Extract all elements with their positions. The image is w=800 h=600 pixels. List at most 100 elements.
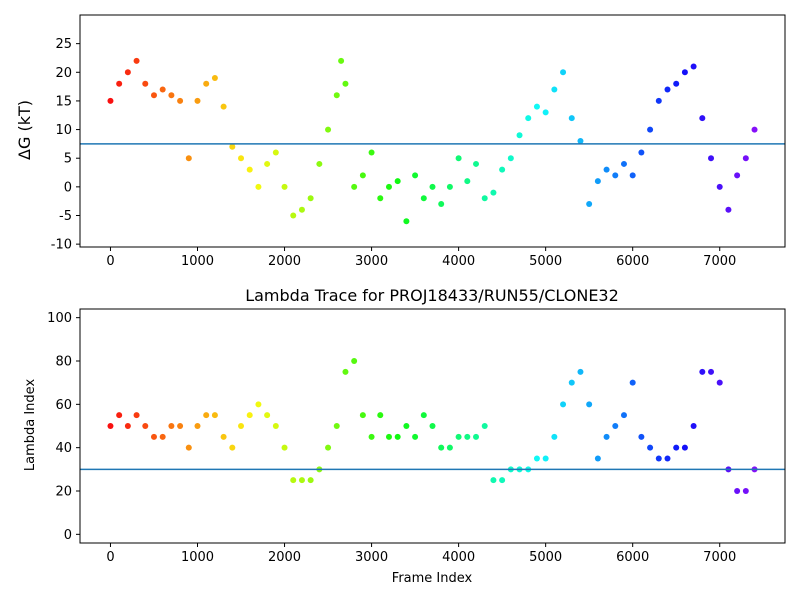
delta-g-point: [664, 86, 671, 93]
delta-g-point: [725, 206, 732, 213]
delta-g-point: [116, 80, 123, 87]
delta-g-point: [133, 57, 140, 64]
delta-g-point: [629, 172, 636, 179]
lambda-point: [481, 423, 488, 429]
delta-g-x-tick-label: 2000: [268, 254, 301, 269]
lambda-y-tick-label: 60: [55, 398, 72, 413]
lambda-point: [568, 379, 575, 386]
delta-g-point: [429, 183, 436, 190]
lambda-point: [107, 423, 114, 429]
delta-g-point: [542, 109, 549, 116]
delta-g-point: [568, 115, 575, 122]
delta-g-point: [699, 115, 706, 122]
delta-g-point: [177, 97, 184, 104]
lambda-point: [603, 433, 610, 440]
delta-g-point: [473, 160, 480, 167]
delta-g-point: [577, 138, 584, 145]
delta-g-point: [338, 57, 345, 64]
delta-g-point: [638, 149, 645, 156]
lambda-x-tick-label: 3000: [355, 550, 388, 565]
lambda-point: [464, 433, 471, 440]
delta-g-point: [185, 155, 192, 162]
lambda-point: [177, 423, 184, 429]
lambda-y-tick-label: 80: [55, 355, 72, 370]
delta-g-y-tick-label: -10: [51, 238, 72, 253]
delta-g-point: [342, 80, 349, 87]
delta-g-x-tick-label: 5000: [529, 254, 562, 269]
lambda-point: [342, 368, 349, 375]
delta-g-panel: ΔG (kT) 0 1000 2000 3000 4000 5000 6000 7000 -10…: [15, 14, 786, 269]
lambda-point: [499, 477, 506, 484]
lambda-x-tick-label: 5000: [529, 550, 562, 565]
lambda-title: Lambda Trace for PROJ18433/RUN55/CLONE32: [245, 286, 619, 305]
lambda-point: [716, 379, 723, 386]
delta-g-point: [481, 195, 488, 202]
delta-g-point: [560, 69, 567, 76]
delta-g-x-tick-label: 0: [106, 254, 114, 269]
delta-g-point: [194, 97, 201, 104]
delta-g-y-tick-label: 0: [64, 180, 72, 195]
delta-g-point: [734, 172, 741, 179]
delta-g-point: [620, 160, 627, 167]
lambda-point: [264, 412, 271, 419]
lambda-point: [238, 423, 245, 429]
delta-g-y-tick-label: 5: [64, 152, 72, 167]
delta-g-point: [612, 172, 619, 179]
delta-g-point: [403, 218, 410, 225]
delta-g-point: [325, 126, 332, 133]
delta-g-point: [551, 86, 558, 93]
lambda-point: [664, 455, 671, 462]
delta-g-point: [647, 126, 654, 133]
lambda-point: [681, 444, 688, 451]
lambda-point: [325, 444, 332, 451]
lambda-point: [246, 412, 253, 419]
lambda-ticks: 0 1000 2000 3000 4000 5000 6000 7000 0 20 40 60 80 10…: [47, 311, 736, 565]
delta-g-point: [255, 183, 262, 190]
lambda-point: [203, 412, 210, 419]
delta-g-y-tick-label: 20: [55, 66, 72, 81]
delta-g-point: [464, 178, 471, 185]
delta-g-x-tick-label: 7000: [703, 254, 736, 269]
delta-g-point: [655, 97, 662, 104]
lambda-point: [420, 412, 427, 419]
lambda-xlabel: Frame Index: [392, 571, 473, 586]
lambda-y-tick-label: 20: [55, 485, 72, 500]
lambda-point: [159, 433, 166, 440]
delta-g-point: [507, 155, 514, 162]
lambda-y-tick-label: 40: [55, 441, 72, 456]
delta-g-point: [246, 166, 253, 173]
delta-g-point: [203, 80, 210, 87]
lambda-y-tick-label: 100: [47, 311, 72, 326]
delta-g-point: [290, 212, 297, 219]
lambda-point: [708, 368, 715, 375]
lambda-point: [281, 444, 288, 451]
lambda-point: [542, 455, 549, 462]
lambda-point: [142, 423, 149, 429]
delta-g-point: [316, 160, 323, 167]
lambda-point: [403, 423, 410, 429]
delta-g-point: [516, 132, 523, 139]
lambda-point: [290, 477, 297, 484]
delta-g-point: [603, 166, 610, 173]
delta-g-point: [281, 183, 288, 190]
lambda-point: [586, 401, 593, 408]
lambda-point: [647, 444, 654, 451]
lambda-point: [377, 412, 384, 419]
delta-g-point: [359, 172, 366, 179]
lambda-point: [368, 433, 375, 440]
delta-g-point: [681, 69, 688, 76]
lambda-point: [412, 433, 419, 440]
lambda-point: [133, 412, 140, 419]
delta-g-point: [168, 92, 175, 99]
lambda-point: [116, 412, 123, 419]
lambda-point: [185, 444, 192, 451]
delta-g-point: [272, 149, 279, 156]
delta-g-point: [351, 183, 358, 190]
delta-g-point: [150, 92, 157, 99]
lambda-point: [229, 444, 236, 451]
lambda-point: [655, 455, 662, 462]
delta-g-point: [264, 160, 271, 167]
lambda-point: [385, 433, 392, 440]
lambda-point: [455, 433, 462, 440]
